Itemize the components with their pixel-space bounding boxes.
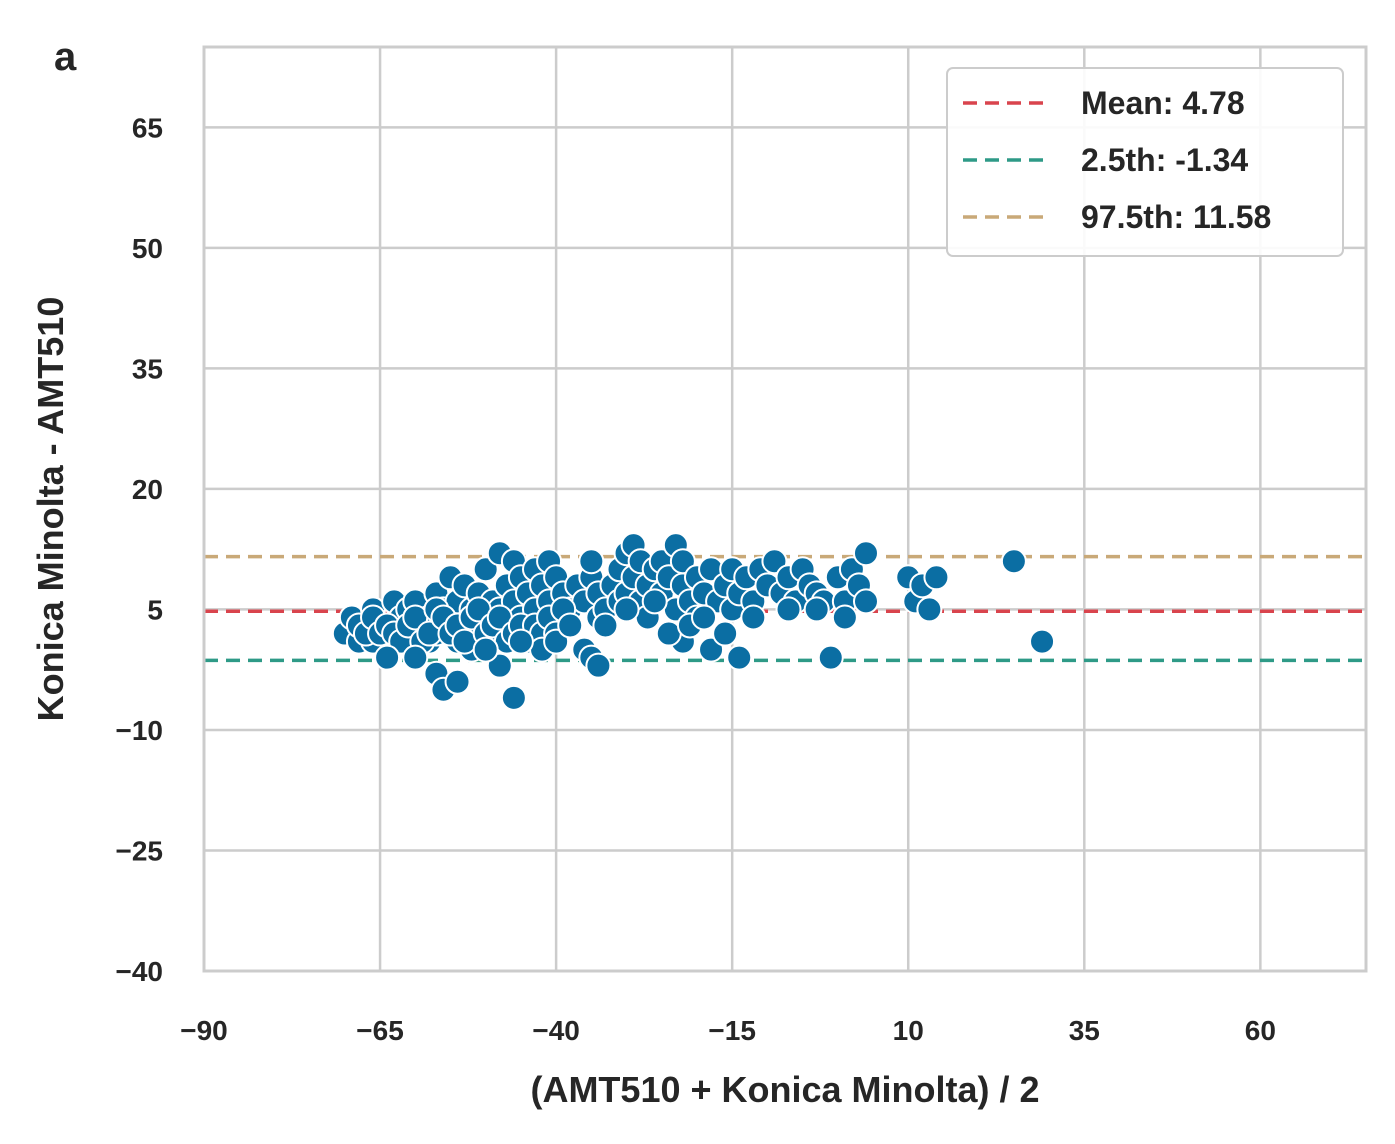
legend: Mean: 4.78 2.5th: -1.34 97.5th: 11.58 xyxy=(946,67,1344,257)
x-tick-label: 10 xyxy=(893,1015,924,1046)
y-tick-label: 35 xyxy=(132,353,163,384)
data-point xyxy=(712,620,739,647)
data-point xyxy=(740,604,767,631)
data-point xyxy=(691,604,718,631)
legend-box xyxy=(946,67,1344,257)
data-point xyxy=(507,628,534,655)
data-point xyxy=(803,596,830,623)
x-tick-labels: −90 −65 −40 −15 10 35 60 xyxy=(180,1015,1276,1046)
data-point xyxy=(500,684,527,711)
y-tick-label: −25 xyxy=(116,835,164,866)
y-tick-label: 5 xyxy=(147,594,163,625)
data-point xyxy=(775,596,802,623)
data-point xyxy=(1000,548,1027,575)
y-tick-label: 50 xyxy=(132,233,163,264)
y-tick-label: −40 xyxy=(116,956,164,987)
data-point xyxy=(641,588,668,615)
panel-label: a xyxy=(54,35,77,79)
data-point xyxy=(1029,628,1056,655)
data-point xyxy=(592,612,619,639)
data-point xyxy=(402,644,429,671)
x-tick-label: −40 xyxy=(532,1015,580,1046)
data-points xyxy=(331,532,1056,711)
y-axis-label: Konica Minolta - AMT510 xyxy=(30,297,71,722)
y-tick-label: −10 xyxy=(116,715,164,746)
data-point xyxy=(726,644,753,671)
x-tick-label: 60 xyxy=(1245,1015,1276,1046)
x-axis-label: (AMT510 + Konica Minolta) / 2 xyxy=(530,1069,1039,1110)
data-point xyxy=(557,612,584,639)
legend-label-mean: Mean: 4.78 xyxy=(1081,85,1245,121)
data-point xyxy=(374,644,401,671)
plot-frame xyxy=(202,45,1368,973)
legend-label-p97_5: 97.5th: 11.58 xyxy=(1081,199,1271,235)
x-tick-label: −65 xyxy=(356,1015,404,1046)
data-point xyxy=(852,540,879,567)
data-point xyxy=(585,652,612,679)
legend-label-p2_5: 2.5th: -1.34 xyxy=(1081,142,1248,178)
x-tick-label: −90 xyxy=(180,1015,228,1046)
y-tick-label: 20 xyxy=(132,474,163,505)
data-point xyxy=(923,564,950,591)
data-point xyxy=(444,668,471,695)
y-tick-label: 65 xyxy=(132,112,163,143)
x-tick-label: −15 xyxy=(708,1015,756,1046)
x-tick-label: 35 xyxy=(1069,1015,1100,1046)
data-point xyxy=(613,596,640,623)
data-point xyxy=(578,548,605,575)
data-point xyxy=(831,604,858,631)
data-point xyxy=(817,644,844,671)
data-point xyxy=(852,588,879,615)
y-tick-labels: −40 −25 −10 5 20 35 50 65 xyxy=(116,112,164,987)
data-point xyxy=(472,636,499,663)
data-point xyxy=(916,596,943,623)
